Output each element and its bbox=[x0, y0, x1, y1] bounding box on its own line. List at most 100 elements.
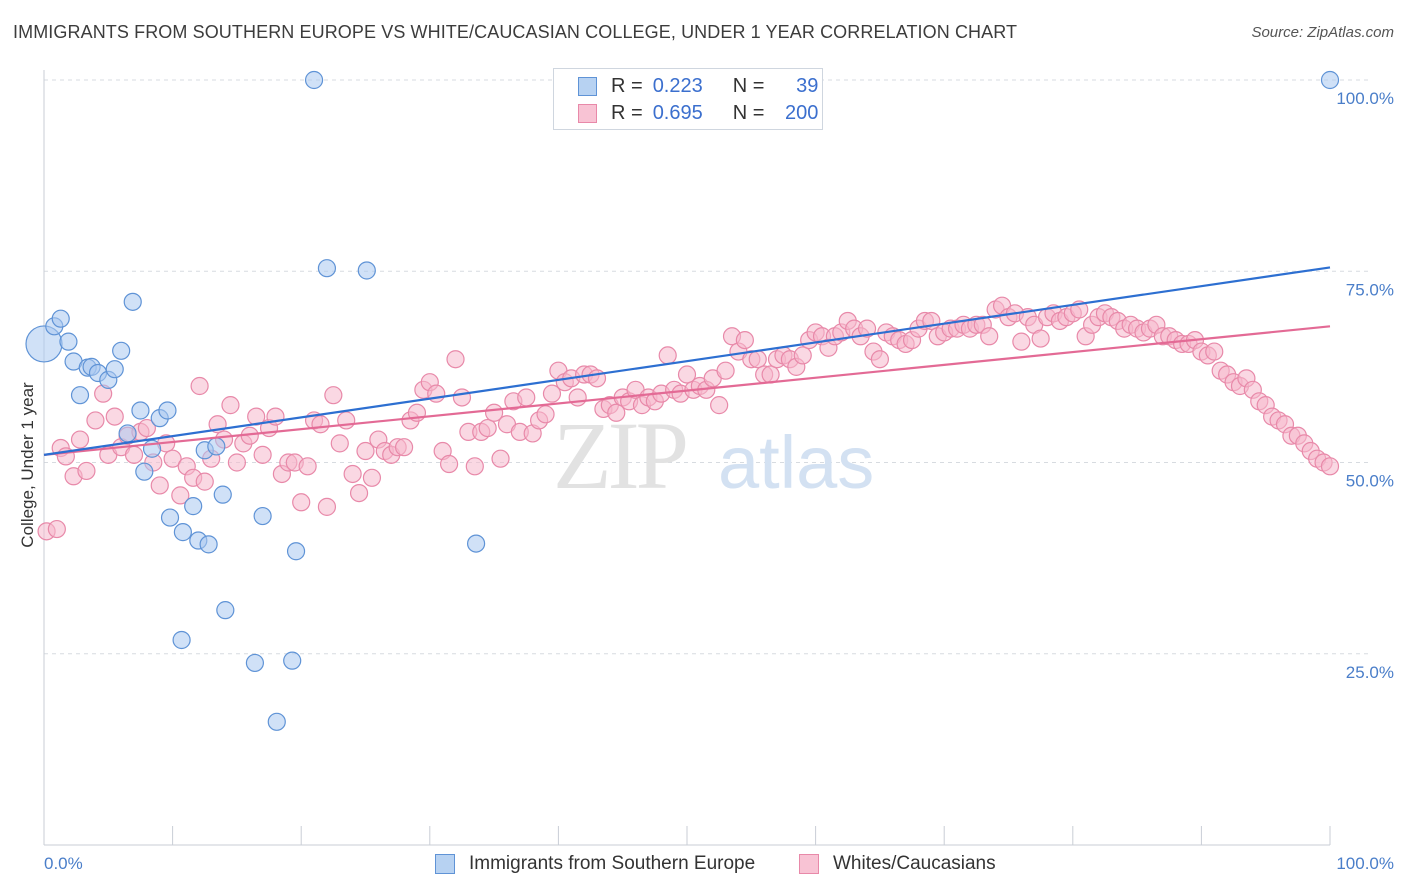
data-point bbox=[748, 350, 767, 369]
data-point bbox=[124, 445, 144, 464]
data-point bbox=[118, 424, 137, 443]
data-point bbox=[357, 261, 376, 280]
data-point bbox=[286, 542, 306, 561]
data-point bbox=[536, 405, 555, 424]
trend-lines bbox=[43, 266, 1331, 456]
data-point bbox=[452, 388, 472, 407]
legend-swatch-blue bbox=[578, 76, 597, 96]
data-point bbox=[195, 472, 214, 491]
data-point bbox=[199, 535, 218, 554]
data-point bbox=[216, 601, 235, 620]
data-point bbox=[150, 476, 169, 495]
data-point bbox=[135, 462, 154, 481]
data-point bbox=[710, 396, 729, 415]
data-point bbox=[517, 388, 536, 407]
data-point bbox=[123, 292, 142, 311]
data-point bbox=[356, 441, 375, 461]
y-tick-label: 100.0% bbox=[1336, 89, 1394, 108]
axes bbox=[43, 70, 1331, 846]
data-point bbox=[317, 497, 337, 516]
data-point bbox=[184, 497, 203, 516]
data-point bbox=[439, 454, 459, 474]
series-whites-caucasians bbox=[37, 296, 1340, 541]
bottom-legend-label: Whites/Caucasians bbox=[833, 853, 996, 874]
series-immigrants-southern-europe bbox=[25, 70, 1340, 731]
data-point bbox=[362, 468, 382, 487]
data-point bbox=[253, 506, 272, 526]
data-point bbox=[735, 331, 754, 350]
data-point bbox=[173, 523, 192, 542]
data-point bbox=[47, 519, 66, 539]
data-point bbox=[677, 365, 697, 384]
data-point bbox=[304, 70, 324, 90]
data-point bbox=[465, 457, 484, 476]
data-point bbox=[283, 651, 302, 670]
x-tick-label: 100.0% bbox=[1336, 854, 1394, 873]
bottom-legend-swatch-blue bbox=[435, 854, 455, 874]
data-point bbox=[607, 403, 626, 422]
data-point bbox=[207, 437, 226, 456]
data-point bbox=[466, 534, 486, 553]
legend-n-label: N = bbox=[732, 101, 765, 124]
legend-r-value: 0.695 bbox=[652, 101, 703, 124]
data-point bbox=[70, 386, 90, 405]
data-point bbox=[213, 485, 232, 504]
legend-n-value: 39 bbox=[796, 74, 819, 97]
legend-row-immigrants: R = 0.223 N = 39 bbox=[554, 73, 818, 99]
trend-line-immigrants bbox=[43, 266, 1331, 456]
data-point bbox=[349, 484, 369, 503]
data-point bbox=[77, 461, 96, 481]
bottom-legend-whites: Whites/Caucasians bbox=[799, 852, 996, 876]
source-label: Source: ZipAtlas.com bbox=[1251, 24, 1394, 41]
legend-r-label: R = bbox=[611, 74, 643, 97]
data-point bbox=[190, 376, 209, 396]
data-point bbox=[105, 360, 124, 379]
data-point bbox=[172, 630, 191, 650]
data-point bbox=[311, 415, 330, 434]
data-point bbox=[1012, 332, 1031, 351]
data-point bbox=[137, 418, 156, 438]
data-point bbox=[337, 411, 356, 430]
data-point bbox=[491, 449, 510, 468]
data-point bbox=[1031, 329, 1050, 348]
data-point bbox=[131, 401, 150, 420]
data-point bbox=[160, 508, 180, 527]
data-point bbox=[59, 332, 78, 351]
bottom-legend-swatch-pink bbox=[799, 854, 819, 874]
data-point bbox=[112, 341, 131, 360]
data-point bbox=[70, 430, 90, 449]
legend-n-label: N = bbox=[732, 74, 765, 97]
bottom-legend-label: Immigrants from Southern Europe bbox=[469, 853, 756, 874]
data-point bbox=[446, 350, 465, 369]
data-point bbox=[86, 411, 105, 430]
legend-r-label: R = bbox=[611, 101, 643, 124]
data-point bbox=[343, 464, 362, 484]
bottom-legend-immigrants: Immigrants from Southern Europe bbox=[435, 852, 755, 876]
grid-lines bbox=[44, 79, 1370, 655]
watermark: ZIP atlas bbox=[553, 402, 874, 509]
watermark-atlas: atlas bbox=[718, 421, 874, 504]
data-point bbox=[870, 350, 890, 369]
data-point bbox=[158, 401, 177, 420]
data-point bbox=[267, 712, 286, 731]
x-tick-label: 0.0% bbox=[44, 854, 83, 873]
data-point bbox=[1320, 70, 1340, 90]
data-point bbox=[221, 396, 240, 415]
legend-row-whites: R = 0.695 N = 200 bbox=[554, 100, 818, 126]
data-point bbox=[247, 407, 266, 426]
data-point bbox=[51, 309, 70, 328]
data-point bbox=[761, 365, 780, 384]
data-point bbox=[163, 449, 182, 468]
y-tick-label: 75.0% bbox=[1346, 280, 1394, 299]
chart-title: IMMIGRANTS FROM SOUTHERN EUROPE VS WHITE… bbox=[13, 22, 1018, 42]
data-point bbox=[324, 386, 343, 405]
data-point bbox=[330, 434, 349, 453]
legend-swatch-pink bbox=[578, 103, 597, 123]
data-point bbox=[298, 457, 317, 476]
legend-r-value: 0.223 bbox=[652, 74, 703, 97]
y-tick-label: 25.0% bbox=[1346, 663, 1394, 682]
data-point bbox=[542, 384, 562, 403]
data-point bbox=[1320, 457, 1340, 476]
data-point bbox=[292, 493, 311, 512]
